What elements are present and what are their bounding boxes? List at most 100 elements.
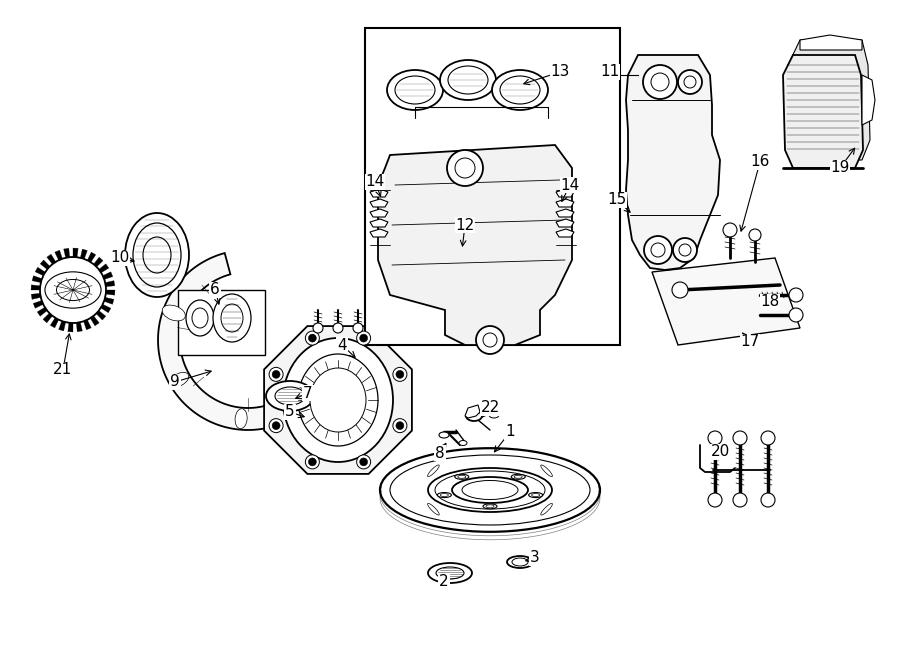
Ellipse shape <box>186 300 214 336</box>
Ellipse shape <box>192 308 208 328</box>
Circle shape <box>644 236 672 264</box>
Polygon shape <box>365 28 620 345</box>
Ellipse shape <box>387 70 443 110</box>
Polygon shape <box>465 405 480 418</box>
Ellipse shape <box>514 475 522 479</box>
Polygon shape <box>556 219 574 227</box>
Polygon shape <box>94 257 103 267</box>
Ellipse shape <box>235 408 248 429</box>
Circle shape <box>305 331 320 345</box>
Circle shape <box>789 288 803 302</box>
Circle shape <box>272 370 280 378</box>
Circle shape <box>749 229 761 241</box>
Circle shape <box>673 238 697 262</box>
Ellipse shape <box>428 563 472 583</box>
Polygon shape <box>105 290 115 295</box>
Ellipse shape <box>143 237 171 273</box>
Ellipse shape <box>221 304 243 332</box>
Circle shape <box>269 418 284 433</box>
Circle shape <box>643 65 677 99</box>
Circle shape <box>393 368 407 381</box>
Ellipse shape <box>507 556 533 568</box>
Polygon shape <box>43 313 52 323</box>
Ellipse shape <box>541 504 553 515</box>
Ellipse shape <box>266 381 314 411</box>
Ellipse shape <box>500 76 540 104</box>
Ellipse shape <box>213 294 251 342</box>
Polygon shape <box>652 258 800 345</box>
Polygon shape <box>31 285 40 290</box>
Text: 3: 3 <box>530 551 540 566</box>
Text: 14: 14 <box>365 175 384 190</box>
Circle shape <box>360 458 367 466</box>
Polygon shape <box>73 248 78 257</box>
Polygon shape <box>47 254 56 264</box>
Text: 21: 21 <box>53 362 73 377</box>
Ellipse shape <box>133 223 181 287</box>
Circle shape <box>313 323 323 333</box>
Text: 22: 22 <box>481 401 500 416</box>
Ellipse shape <box>395 76 435 104</box>
Circle shape <box>309 334 317 342</box>
Circle shape <box>651 73 669 91</box>
Circle shape <box>455 158 475 178</box>
Ellipse shape <box>435 471 545 509</box>
Polygon shape <box>783 55 863 168</box>
Ellipse shape <box>448 66 488 94</box>
Text: 15: 15 <box>608 192 626 208</box>
Polygon shape <box>378 145 572 345</box>
Ellipse shape <box>532 494 540 496</box>
Ellipse shape <box>380 448 600 532</box>
Circle shape <box>476 326 504 354</box>
Ellipse shape <box>440 60 496 100</box>
Polygon shape <box>370 199 388 207</box>
Polygon shape <box>556 199 574 207</box>
Text: 1: 1 <box>505 424 515 440</box>
Polygon shape <box>76 322 82 332</box>
Ellipse shape <box>528 492 543 498</box>
Text: 14: 14 <box>561 178 580 192</box>
Polygon shape <box>50 318 58 328</box>
Polygon shape <box>33 301 43 308</box>
Circle shape <box>723 223 737 237</box>
Circle shape <box>333 323 343 333</box>
Polygon shape <box>96 311 106 320</box>
Ellipse shape <box>162 305 185 321</box>
Circle shape <box>447 150 483 186</box>
Circle shape <box>353 323 363 333</box>
Text: 2: 2 <box>439 574 449 590</box>
Circle shape <box>761 493 775 507</box>
Polygon shape <box>104 297 114 304</box>
Text: 13: 13 <box>550 65 570 79</box>
Text: 10: 10 <box>111 251 130 266</box>
Circle shape <box>678 70 702 94</box>
Polygon shape <box>32 276 42 283</box>
Polygon shape <box>370 229 388 237</box>
Text: 6: 6 <box>210 282 220 297</box>
Ellipse shape <box>298 354 378 446</box>
Text: 5: 5 <box>285 405 295 420</box>
Text: 11: 11 <box>600 65 619 79</box>
Circle shape <box>40 257 106 323</box>
Ellipse shape <box>390 455 590 525</box>
Circle shape <box>269 368 284 381</box>
Circle shape <box>393 418 407 433</box>
Polygon shape <box>556 189 574 197</box>
Polygon shape <box>40 260 50 270</box>
Polygon shape <box>158 253 338 430</box>
Ellipse shape <box>489 412 499 418</box>
Ellipse shape <box>296 389 311 403</box>
Polygon shape <box>800 35 862 50</box>
Circle shape <box>708 493 722 507</box>
Polygon shape <box>58 321 66 331</box>
Polygon shape <box>64 249 69 258</box>
Ellipse shape <box>310 368 366 432</box>
Circle shape <box>309 458 317 466</box>
Circle shape <box>396 422 404 430</box>
Polygon shape <box>370 189 388 197</box>
Ellipse shape <box>512 558 528 566</box>
Circle shape <box>305 455 320 469</box>
Ellipse shape <box>483 504 497 509</box>
Polygon shape <box>32 293 40 299</box>
Ellipse shape <box>459 440 467 446</box>
